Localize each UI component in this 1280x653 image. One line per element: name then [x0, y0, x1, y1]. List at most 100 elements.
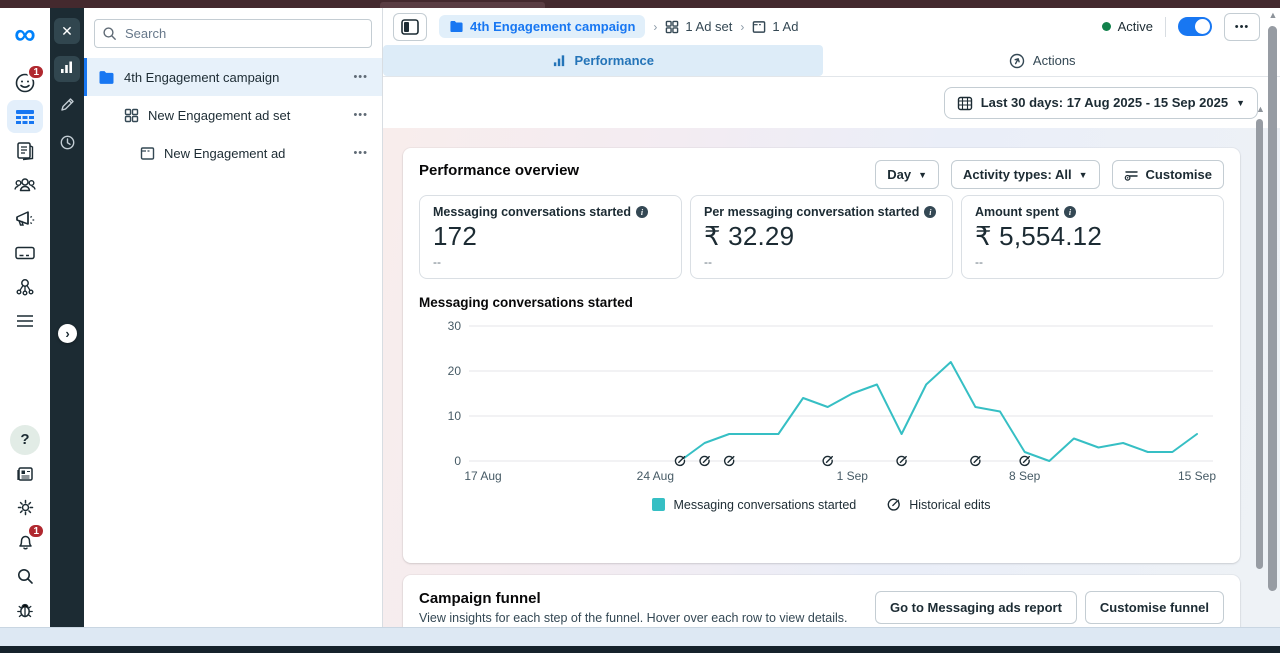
help-button[interactable]: ? [7, 423, 43, 456]
row-more-icon[interactable]: ••• [353, 147, 368, 159]
scrollbar-thumb[interactable] [1268, 26, 1277, 591]
sidebar-item-all-tools[interactable] [7, 304, 43, 337]
svg-text:0: 0 [454, 454, 461, 468]
close-panel-button[interactable]: ✕ [54, 18, 80, 44]
left-nav-rail: ∞ 1 [0, 8, 50, 627]
date-range-button[interactable]: Last 30 days: 17 Aug 2025 - 15 Sep 2025 … [943, 86, 1258, 119]
sidebar-item-pages[interactable] [7, 134, 43, 167]
scrollbar-up-arrow[interactable]: ▲ [1268, 10, 1278, 20]
folder-icon [450, 20, 463, 33]
meta-logo-icon[interactable]: ∞ [14, 18, 36, 51]
legend-item-conversations: Messaging conversations started [652, 497, 856, 512]
metric-label: Amount spent [975, 205, 1060, 219]
search-icon [103, 27, 116, 40]
legend-label: Historical edits [909, 497, 991, 512]
historical-edit-marker[interactable] [1019, 455, 1031, 467]
tab-actions[interactable]: Actions [823, 45, 1263, 76]
clock-icon [59, 134, 76, 156]
filter-row: Last 30 days: 17 Aug 2025 - 15 Sep 2025 … [383, 77, 1280, 128]
pages-icon [13, 139, 37, 163]
metric-value: 172 [433, 221, 477, 251]
window-titlebar [0, 0, 1280, 8]
tree-row-label: 4th Engagement campaign [124, 69, 280, 85]
header-right: Active ••• [1101, 12, 1260, 41]
notifications-button[interactable]: 1 [7, 523, 45, 558]
charts-tool-button[interactable] [54, 56, 80, 82]
legend-label: Messaging conversations started [673, 497, 857, 512]
scrollbar-up-arrow[interactable]: ▲ [1256, 104, 1265, 114]
tree-row-ad[interactable]: New Engagement ad ••• [84, 134, 382, 172]
scrollbar-thumb[interactable] [1256, 119, 1263, 569]
expand-panel-button[interactable]: › [58, 324, 77, 343]
browser-tab-hint [380, 2, 545, 8]
svg-text:24 Aug: 24 Aug [637, 469, 674, 483]
customise-funnel-button[interactable]: Customise funnel [1084, 591, 1224, 624]
info-icon[interactable]: i [635, 206, 648, 218]
historical-edit-marker[interactable] [674, 455, 686, 467]
collapse-sidebar-button[interactable] [393, 12, 427, 41]
tab-performance[interactable]: Performance [383, 45, 823, 76]
historical-edit-marker[interactable] [970, 455, 981, 467]
historical-edit-marker[interactable] [896, 455, 907, 467]
funnel-title: Campaign funnel [419, 590, 541, 607]
metric-sub: -- [975, 255, 983, 269]
svg-text:8 Sep: 8 Sep [1009, 469, 1041, 483]
customise-button[interactable]: Customise [1111, 160, 1224, 189]
edit-tool-button[interactable] [54, 94, 80, 120]
scroll-content[interactable]: Performance overview Day ▼ Activity type… [383, 128, 1280, 627]
global-search-button[interactable] [7, 559, 43, 592]
breadcrumb-campaign[interactable]: 4th Engagement campaign [439, 15, 646, 38]
page-scrollbar[interactable]: ▲ [1268, 10, 1278, 591]
sidebar-item-billing[interactable] [7, 236, 43, 269]
breadcrumb-separator: › [653, 19, 658, 34]
historical-edit-marker[interactable] [699, 455, 710, 467]
settings-button[interactable] [7, 491, 43, 524]
row-more-icon[interactable]: ••• [353, 71, 368, 83]
sidebar-item-campaigns[interactable] [7, 100, 43, 133]
notifications-badge: 1 [27, 523, 45, 539]
header-more-button[interactable]: ••• [1224, 12, 1260, 41]
sidebar-item-advertise[interactable] [7, 202, 43, 235]
content-scrollbar[interactable]: ▲ [1256, 104, 1265, 569]
audiences-people-icon [12, 173, 38, 197]
historical-edit-marker[interactable] [724, 455, 735, 467]
tab-label: Performance [574, 53, 654, 68]
bottom-bar [0, 646, 1280, 653]
sidebar-item-account[interactable]: 1 [7, 64, 45, 99]
breadcrumb-ad-set[interactable]: 1 Ad set [665, 19, 732, 34]
search-input[interactable] [94, 19, 372, 48]
messaging-ads-report-button[interactable]: Go to Messaging ads report [875, 591, 1077, 624]
breadcrumb-ad[interactable]: 1 Ad [752, 19, 798, 34]
breadcrumb: 4th Engagement campaign › 1 Ad set › 1 A… [439, 15, 1102, 38]
tree-row-campaign[interactable]: 4th Engagement campaign ••• [84, 58, 382, 96]
history-tool-button[interactable] [54, 132, 80, 158]
interval-dropdown[interactable]: Day ▼ [875, 160, 939, 189]
row-more-icon[interactable]: ••• [353, 109, 368, 121]
activity-types-dropdown[interactable]: Activity types: All ▼ [951, 160, 1100, 189]
active-toggle[interactable] [1178, 17, 1212, 36]
view-tabs: Performance Actions [383, 45, 1280, 77]
ad-frame-icon [753, 20, 766, 33]
account-face-icon [13, 71, 37, 95]
breadcrumb-label: 1 Ad set [685, 19, 733, 34]
caret-down-icon: ▼ [918, 169, 927, 180]
app-root: ∞ 1 [0, 8, 1280, 627]
sidebar-item-audiences[interactable] [7, 168, 43, 201]
bell-icon [14, 530, 37, 553]
ad-frame-icon [140, 146, 155, 161]
info-icon[interactable]: i [1064, 206, 1077, 218]
report-bug-button[interactable] [7, 593, 43, 626]
activity-types-label: Activity types: All [963, 167, 1072, 182]
historical-edit-marker[interactable] [822, 455, 834, 467]
svg-text:1 Sep: 1 Sep [837, 469, 869, 483]
panel-toggle-icon [401, 18, 419, 35]
tree-row-label: New Engagement ad [164, 145, 286, 161]
updates-button[interactable] [7, 457, 43, 490]
card-title: Performance overview [419, 162, 580, 179]
tree-row-ad-set[interactable]: New Engagement ad set ••• [84, 96, 382, 134]
campaigns-table-icon [13, 105, 37, 129]
sidebar-item-assets[interactable] [7, 270, 43, 303]
svg-text:20: 20 [448, 364, 462, 378]
info-icon[interactable]: i [924, 206, 937, 218]
svg-text:30: 30 [448, 319, 462, 333]
